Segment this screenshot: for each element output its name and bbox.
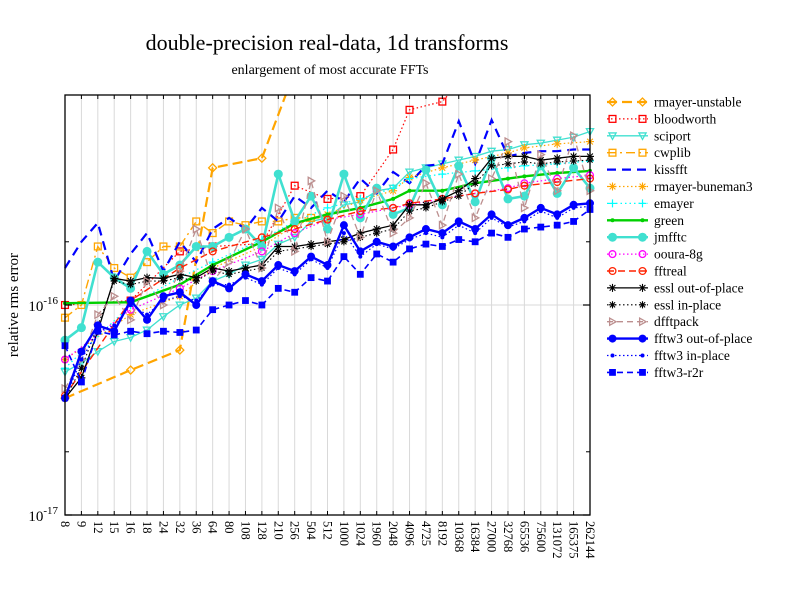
x-tick-label: 165375 bbox=[567, 521, 581, 559]
legend-label: rmayer-unstable bbox=[654, 95, 741, 110]
x-tick-label: 8 bbox=[58, 521, 72, 527]
x-tick-label: 1960 bbox=[370, 521, 384, 546]
x-tick-label: 75600 bbox=[534, 521, 548, 552]
legend-label: essl in-place bbox=[654, 297, 721, 312]
x-tick-label: 65536 bbox=[517, 521, 531, 552]
y-axis-title: relative rms error bbox=[6, 253, 22, 357]
x-tick-label: 2048 bbox=[386, 521, 400, 546]
legend-item-fftw3-r2r: fftw3-r2r bbox=[607, 365, 704, 380]
x-tick-label: 32768 bbox=[501, 521, 515, 552]
x-tick-label: 36 bbox=[189, 521, 203, 534]
legend-label: essl out-of-place bbox=[654, 280, 744, 295]
x-tick-label: 4725 bbox=[419, 521, 433, 546]
series-fftw3-in-place bbox=[63, 204, 592, 401]
series-kissfft bbox=[64, 117, 590, 284]
legend-item-bloodworth: bloodworth bbox=[607, 111, 716, 126]
legend-label: kissfft bbox=[654, 162, 688, 177]
legend-item-rmayer-unstable: rmayer-unstable bbox=[607, 95, 741, 110]
legend-item-kissfft: kissfft bbox=[607, 162, 688, 177]
x-tick-label: 108 bbox=[239, 521, 253, 540]
series-fftw3-out-of-place bbox=[61, 199, 594, 403]
legend-item-fftreal: fftreal bbox=[607, 264, 687, 279]
legend-item-sciport: sciport bbox=[607, 128, 691, 143]
x-tick-label: 262144 bbox=[583, 521, 597, 559]
legend-label: emayer bbox=[654, 196, 694, 211]
legend-label: cwplib bbox=[654, 145, 691, 160]
x-tick-label: 15 bbox=[107, 521, 121, 534]
x-tick-label: 18 bbox=[140, 521, 154, 534]
x-tick-label: 10368 bbox=[452, 521, 466, 552]
legend-item-fftw3-out-of-place: fftw3 out-of-place bbox=[607, 331, 752, 346]
x-tick-label: 210 bbox=[271, 521, 285, 540]
chart-title: double-precision real-data, 1d transform… bbox=[146, 30, 509, 55]
x-tick-label: 64 bbox=[206, 521, 220, 534]
x-axis-labels: 8 9 12 15 16 18 24 32 36 64 80 108 128 210 256 504 512 10… bbox=[58, 521, 597, 559]
x-tick-label: 504 bbox=[304, 521, 318, 541]
legend-label: fftw3 in-place bbox=[654, 348, 730, 363]
x-tick-label: 1024 bbox=[353, 521, 367, 547]
x-tick-label: 512 bbox=[321, 521, 335, 540]
legend-label: fftw3-r2r bbox=[654, 365, 704, 380]
legend-label: green bbox=[654, 213, 684, 228]
x-tick-label: 1000 bbox=[337, 521, 351, 546]
x-tick-label: 16 bbox=[124, 521, 138, 534]
grid-lines bbox=[64, 95, 591, 515]
y-tick-label-1e-17: 10-17 bbox=[28, 505, 58, 525]
x-tick-label: 24 bbox=[156, 521, 170, 534]
y-tick-label-1e-16: 10-16 bbox=[28, 295, 58, 315]
legend-label: sciport bbox=[654, 128, 691, 143]
x-tick-label: 4096 bbox=[403, 521, 417, 546]
x-tick-label: 32 bbox=[173, 521, 187, 534]
legend-item-essl-out-of-place: essl out-of-place bbox=[607, 280, 744, 295]
x-tick-label: 12 bbox=[91, 521, 105, 534]
x-tick-label: 27000 bbox=[485, 521, 499, 552]
legend-label: bloodworth bbox=[654, 111, 716, 126]
x-tick-label: 256 bbox=[288, 521, 302, 540]
legend-label: jmfftc bbox=[653, 230, 687, 245]
legend-item-emayer: emayer bbox=[607, 196, 694, 211]
legend-label: fftreal bbox=[654, 264, 687, 279]
legend-item-green: green bbox=[607, 213, 684, 228]
series-bloodworth bbox=[60, 95, 449, 310]
x-tick-label: 9 bbox=[74, 521, 88, 527]
legend-item-essl-in-place: essl in-place bbox=[607, 297, 721, 312]
legend-label: fftw3 out-of-place bbox=[654, 331, 752, 346]
legend-item-cwplib: cwplib bbox=[607, 145, 691, 160]
legend-item-dfftpack: dfftpack bbox=[607, 314, 699, 329]
legend-label: rmayer-buneman3 bbox=[654, 179, 753, 194]
legend-item-jmfftc: jmfftc bbox=[607, 230, 687, 245]
legend-label: dfftpack bbox=[654, 314, 699, 329]
x-tick-label: 80 bbox=[222, 521, 236, 534]
legend-item-fftw3-in-place: fftw3 in-place bbox=[607, 348, 730, 363]
x-tick-label: 128 bbox=[255, 521, 269, 540]
chart-subtitle: enlargement of most accurate FFTs bbox=[231, 63, 428, 78]
plot-frame bbox=[64, 94, 591, 516]
legend-item-rmayer-buneman3: rmayer-buneman3 bbox=[607, 179, 753, 194]
data-series bbox=[60, 95, 595, 404]
legend-item-ooura-8g: ooura-8g bbox=[607, 247, 703, 262]
legend-label: ooura-8g bbox=[654, 247, 703, 262]
x-tick-label: 16384 bbox=[468, 521, 482, 553]
x-tick-label: 131072 bbox=[550, 521, 564, 559]
x-tick-label: 8192 bbox=[435, 521, 449, 546]
